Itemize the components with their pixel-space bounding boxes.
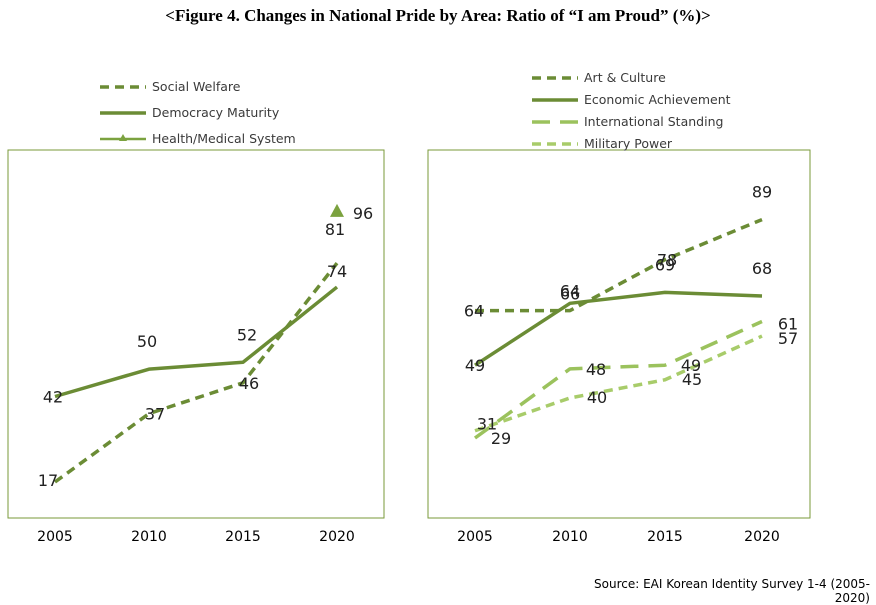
panel-2-x-tick-2020: 2020 [744, 529, 780, 545]
panel-2-series-2-label-1: 48 [586, 360, 606, 379]
panel-2-series-1-label-3: 68 [752, 259, 772, 278]
panel-2-series-2-label-3: 61 [778, 315, 798, 334]
panel-2-series-3-label-1: 40 [587, 388, 607, 407]
panel-1-series-1-label-3: 74 [327, 262, 347, 281]
panel-1-x-tick-2005: 2005 [37, 529, 73, 545]
panel-2-x-tick-2005: 2005 [457, 529, 493, 545]
panel-2-series-0-label-0: 64 [464, 302, 484, 321]
panel-2-legend-label-0: Art & Culture [584, 70, 666, 85]
source-note: Source: EAI Korean Identity Survey 1-4 (… [594, 577, 870, 605]
panel-2-series-3-label-0: 31 [477, 415, 497, 434]
panel-1-series-0-line [53, 262, 339, 484]
panel-2-series-1-label-0: 49 [465, 356, 485, 375]
panel-2-series-2-line [473, 319, 763, 440]
panel-2-x-tick-2010: 2010 [552, 529, 588, 545]
panel-2-series-0-label-3: 89 [752, 183, 772, 202]
panel-2-series-0-line [475, 217, 763, 313]
panel-1-series-1-label-2: 52 [237, 325, 257, 344]
panel-1-series-2-label-3: 96 [353, 204, 373, 223]
panel-2-series-2-label-2: 49 [681, 356, 701, 375]
panel-2-series-0-label-1: 64 [560, 282, 580, 301]
panel-1-frame [7, 149, 385, 519]
panel-1-series-0-label-3: 81 [325, 220, 345, 239]
panel-1-legend-label-1: Democracy Maturity [152, 105, 280, 120]
panel-1-series-1-line [54, 285, 339, 399]
panel-1-legend-label-0: Social Welfare [152, 79, 241, 94]
panel-2-legend-label-1: Economic Achievement [584, 92, 731, 107]
panel-2-series-1-label-2: 69 [655, 255, 675, 274]
panel-2-series-1-line [474, 290, 763, 367]
panel-1-x-tick-2020: 2020 [319, 529, 355, 545]
panel-1-legend-marker-2 [119, 134, 127, 141]
panel-2-x-tick-2015: 2015 [647, 529, 683, 545]
panel-1-x-tick-2015: 2015 [225, 529, 261, 545]
panel-1-legend-label-2: Health/Medical System [152, 131, 296, 146]
panel-2-series-2-label-0: 29 [491, 429, 511, 448]
panel-2-legend-label-3: Military Power [584, 136, 673, 151]
panel-1-series-1-label-0: 42 [43, 388, 63, 407]
panel-2-series-1-label-1: 66 [560, 284, 580, 303]
panel-2-frame [427, 149, 811, 519]
panel-1-series-0-label-2: 46 [239, 374, 259, 393]
panel-2-series-3-line [474, 334, 763, 433]
panel-1-series-0-label-0: 17 [38, 471, 58, 490]
panel-2-series-3-label-3: 57 [778, 329, 798, 348]
panel-1-series-1-label-1: 50 [137, 332, 157, 351]
panel-2-series-3-label-2: 45 [682, 370, 702, 389]
panel-2-series-0-label-2: 78 [657, 251, 677, 270]
panel-2-legend-label-2: International Standing [584, 114, 723, 129]
figure-title: <Figure 4. Changes in National Pride by … [165, 6, 711, 25]
panel-1-x-tick-2010: 2010 [131, 529, 167, 545]
panel-1-series-0-label-1: 37 [145, 405, 165, 424]
panel-1-series-2-marker-0 [330, 203, 344, 217]
